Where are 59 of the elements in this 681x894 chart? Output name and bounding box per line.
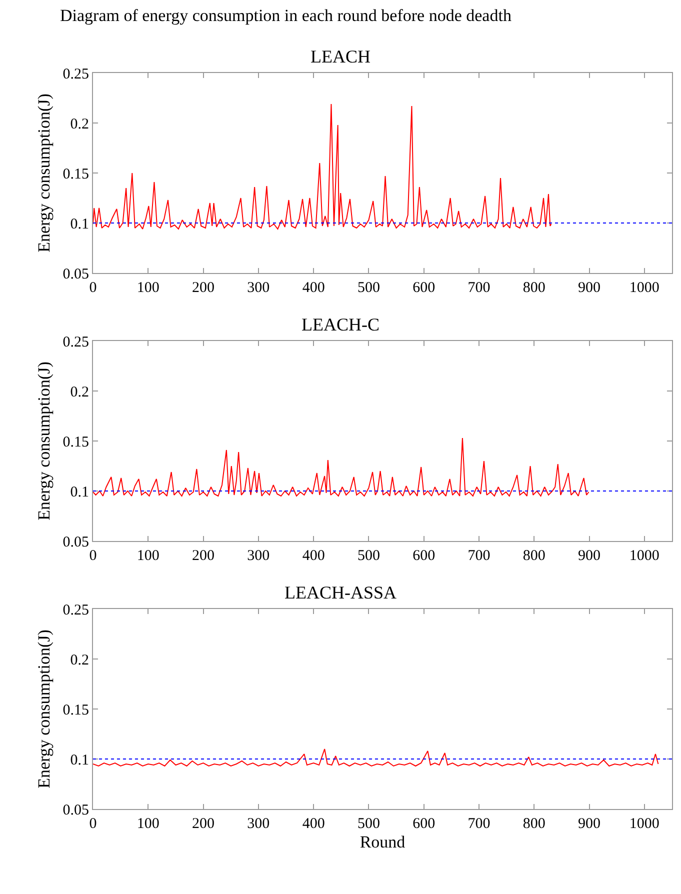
x-tick-label: 100 — [136, 280, 160, 296]
y-tick-label: 0.2 — [70, 384, 89, 400]
x-tick-label: 600 — [412, 816, 436, 832]
line-series — [93, 748, 659, 766]
x-axis-title: Round — [360, 832, 406, 852]
y-tick-label: 0.15 — [62, 702, 89, 718]
y-tick-label: 0.05 — [62, 534, 89, 550]
x-tick-label: 400 — [302, 548, 325, 564]
y-tick-label: 0.1 — [70, 216, 89, 232]
x-tick-label: 700 — [468, 280, 490, 296]
x-tick-label: 600 — [412, 548, 436, 564]
x-tick-label: 400 — [302, 816, 325, 832]
x-tick-label: 500 — [357, 816, 380, 832]
x-tick-label: 1000 — [629, 816, 660, 832]
y-tick-label: 0.15 — [62, 166, 89, 182]
x-tick-label: 0 — [89, 816, 97, 832]
y-tick-label: 0.2 — [70, 116, 89, 132]
y-axis-title: Energy consumption(J) — [34, 94, 54, 252]
x-tick-label: 800 — [522, 548, 546, 564]
x-tick-label: 200 — [192, 280, 215, 296]
x-tick-label: 900 — [578, 548, 601, 564]
y-axis-title: Energy consumption(J) — [34, 630, 54, 788]
text: Diagram of energy consumption in each round before node deadth — [60, 6, 512, 26]
x-tick-label: 0 — [89, 280, 97, 296]
x-tick-label: 800 — [522, 280, 546, 296]
x-tick-label: 600 — [412, 280, 436, 296]
line-series — [93, 438, 590, 496]
y-tick-label: 0.2 — [70, 652, 89, 668]
x-tick-label: 300 — [247, 280, 270, 296]
x-tick-label: 300 — [247, 816, 270, 832]
x-tick-label: 0 — [89, 548, 97, 564]
x-tick-label: 300 — [247, 548, 270, 564]
y-tick-label: 0.25 — [62, 66, 89, 82]
line-series — [93, 104, 552, 230]
x-tick-label: 900 — [578, 816, 601, 832]
y-tick-label: 0.05 — [62, 266, 89, 282]
chart-title: LEACH — [310, 46, 370, 67]
x-tick-label: 400 — [302, 280, 325, 296]
x-tick-label: 100 — [136, 816, 160, 832]
y-tick-label: 0.05 — [62, 802, 89, 818]
x-tick-label: 1000 — [629, 548, 660, 564]
chart-title: LEACH-C — [302, 314, 380, 335]
y-tick-label: 0.1 — [70, 484, 89, 500]
x-tick-label: 500 — [357, 548, 380, 564]
x-tick-label: 100 — [136, 548, 160, 564]
y-tick-label: 0.25 — [62, 602, 89, 618]
x-tick-label: 500 — [357, 280, 380, 296]
y-tick-label: 0.25 — [62, 334, 89, 350]
y-tick-label: 0.1 — [70, 752, 89, 768]
x-tick-label: 1000 — [629, 280, 660, 296]
x-tick-label: 200 — [192, 548, 215, 564]
x-tick-label: 800 — [522, 816, 546, 832]
y-axis-title: Energy consumption(J) — [34, 362, 54, 520]
x-tick-label: 700 — [468, 816, 490, 832]
x-tick-label: 900 — [578, 280, 601, 296]
x-tick-label: 200 — [192, 816, 215, 832]
x-tick-label: 700 — [468, 548, 490, 564]
y-tick-label: 0.15 — [62, 434, 89, 450]
chart-title: LEACH-ASSA — [284, 582, 397, 603]
